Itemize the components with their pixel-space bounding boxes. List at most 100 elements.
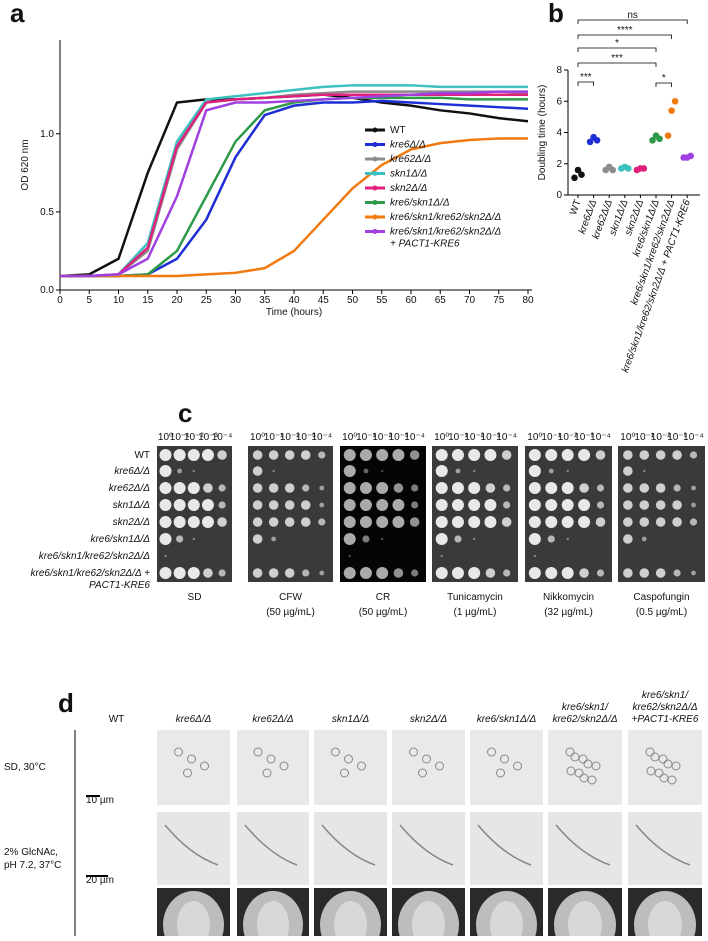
dot: [671, 97, 679, 105]
colony: [334, 901, 367, 941]
x-tick-label: 60: [405, 295, 417, 306]
spot: [639, 568, 650, 578]
dilution-label: 10⁻¹: [634, 432, 654, 443]
bracket: [577, 81, 594, 86]
significance: *: [662, 73, 666, 84]
spot: [435, 533, 448, 545]
spot: [268, 568, 279, 578]
spot: [393, 483, 404, 493]
dilution-label: 10⁻¹: [448, 432, 468, 443]
spot: [472, 537, 476, 541]
panel-label: d: [58, 688, 74, 718]
spot: [561, 516, 574, 528]
x-tick-label: 65: [435, 295, 447, 306]
spot: [409, 450, 420, 460]
dilution-label: 10⁻⁴: [683, 432, 704, 443]
spot: [545, 516, 558, 528]
hypha: [555, 824, 611, 866]
spot: [673, 484, 681, 492]
y-tick-label: 1.0: [40, 129, 54, 140]
spot: [468, 449, 481, 461]
spot: [501, 517, 512, 527]
legend-label: kre6/skn1Δ/Δ: [390, 198, 450, 209]
spot: [561, 449, 574, 461]
spot: [359, 516, 372, 528]
spot: [547, 535, 555, 543]
spot: [545, 499, 558, 511]
spot: [252, 568, 263, 578]
plate-condition: (1 µg/mL): [454, 607, 497, 618]
spot: [485, 568, 496, 578]
spot: [484, 449, 497, 461]
dilution-label: 10⁻³: [389, 432, 409, 443]
spot: [435, 499, 448, 511]
spot: [548, 468, 554, 474]
x-tick-label: 50: [347, 295, 359, 306]
micrograph: [237, 730, 309, 805]
spot: [268, 500, 279, 510]
cell: [187, 754, 196, 764]
strain-label: skn2Δ/Δ: [113, 517, 151, 528]
spot: [187, 516, 200, 528]
y-tick-label: 8: [556, 65, 562, 76]
y-tick-label: 2: [556, 159, 562, 170]
dilution-label: 10⁻⁴: [311, 432, 332, 443]
dilution-label: 10⁻¹: [264, 432, 284, 443]
column-header: +PACT1-KRE6: [632, 714, 699, 725]
bracket: [577, 34, 672, 39]
legend-label: WT: [390, 125, 406, 136]
plate-condition: (32 µg/mL): [544, 607, 593, 618]
dilution-label: 10⁻³: [574, 432, 594, 443]
spot: [159, 482, 172, 494]
row-label: 2% GlcNAc,: [4, 847, 58, 858]
spot: [201, 499, 214, 511]
spot: [218, 484, 226, 492]
spot: [435, 449, 448, 461]
spot: [284, 568, 295, 578]
cell: [409, 747, 418, 757]
spot: [672, 500, 682, 510]
cell: [435, 761, 444, 771]
dilution-label: 10⁻⁴: [590, 432, 611, 443]
spot: [566, 469, 569, 473]
cell: [279, 761, 289, 771]
spot: [561, 482, 574, 494]
spot: [268, 450, 279, 460]
dilution-label: 10⁻⁴: [212, 432, 233, 443]
spot: [393, 568, 404, 578]
dilution-label: 10⁻³: [296, 432, 316, 443]
spot: [691, 570, 696, 576]
spot: [451, 567, 464, 579]
spot: [561, 499, 574, 511]
spot: [451, 482, 464, 494]
spot: [272, 469, 275, 473]
bracket: [655, 82, 672, 87]
column-header: skn2Δ/Δ: [410, 714, 448, 725]
spot: [159, 516, 172, 528]
spot: [578, 449, 591, 461]
spot: [177, 468, 183, 474]
legend-label: skn2Δ/Δ: [390, 183, 428, 194]
spot: [566, 537, 569, 541]
legend-label: kre6/skn1/kre62/skn2Δ/Δ: [390, 227, 502, 238]
spot: [376, 499, 389, 511]
strain-label: kre6/skn1Δ/Δ: [90, 534, 150, 545]
dot: [593, 137, 601, 144]
cell: [357, 761, 366, 771]
spot: [689, 451, 698, 459]
spot: [187, 449, 200, 461]
spot: [284, 483, 295, 493]
spot: [655, 517, 666, 527]
spot: [343, 499, 356, 511]
spot: [578, 499, 591, 511]
cell: [331, 747, 340, 757]
bracket: [577, 19, 688, 24]
spot: [672, 450, 682, 460]
plate-condition: (0.5 µg/mL): [636, 607, 687, 618]
plate-condition: (50 µg/mL): [266, 607, 315, 618]
y-tick-label: 4: [556, 128, 562, 139]
spot: [380, 469, 384, 473]
spot: [435, 465, 448, 477]
spot: [639, 483, 650, 493]
spot: [655, 450, 666, 460]
